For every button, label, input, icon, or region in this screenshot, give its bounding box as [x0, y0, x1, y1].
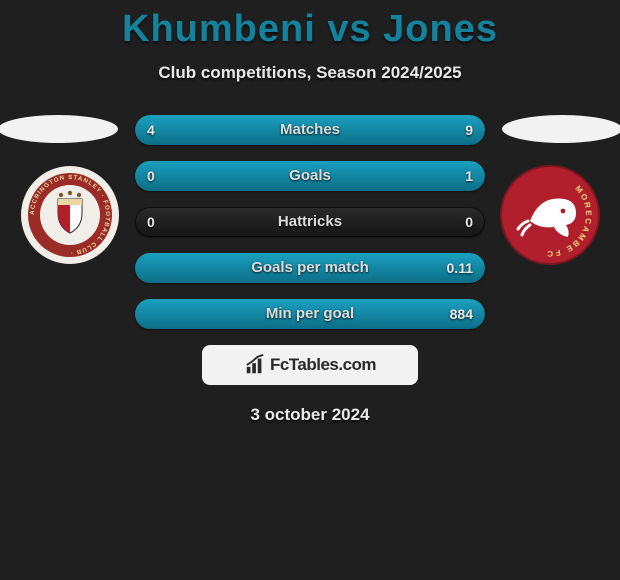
stat-rows: 49Matches 01Goals 00Hattricks 0.11Goals per… — [135, 115, 485, 329]
club-badge-left: ACCRINGTON STANLEY · FOOTBALL CLUB · — [20, 165, 120, 265]
date-text: 3 october 2024 — [0, 405, 620, 425]
stat-row: 00Hattricks — [135, 207, 485, 237]
stat-row: 49Matches — [135, 115, 485, 145]
comparison-panel: ACCRINGTON STANLEY · FOOTBALL CLUB · MOR… — [0, 115, 620, 425]
stat-label: Matches — [135, 115, 485, 145]
subtitle: Club competitions, Season 2024/2025 — [0, 63, 620, 83]
chart-icon — [244, 354, 266, 376]
brand-box: FcTables.com — [202, 345, 418, 385]
stat-row: 884Min per goal — [135, 299, 485, 329]
player-oval-left — [0, 115, 118, 143]
stat-row: 01Goals — [135, 161, 485, 191]
page-title: Khumbeni vs Jones — [0, 0, 620, 51]
player-oval-right — [502, 115, 620, 143]
stat-label: Goals per match — [135, 253, 485, 283]
brand-text: FcTables.com — [270, 355, 376, 375]
club-badge-right: MORECAMBE FC — [500, 165, 600, 265]
stat-label: Min per goal — [135, 299, 485, 329]
stat-row: 0.11Goals per match — [135, 253, 485, 283]
stat-label: Goals — [135, 161, 485, 191]
stat-label: Hattricks — [135, 207, 485, 237]
